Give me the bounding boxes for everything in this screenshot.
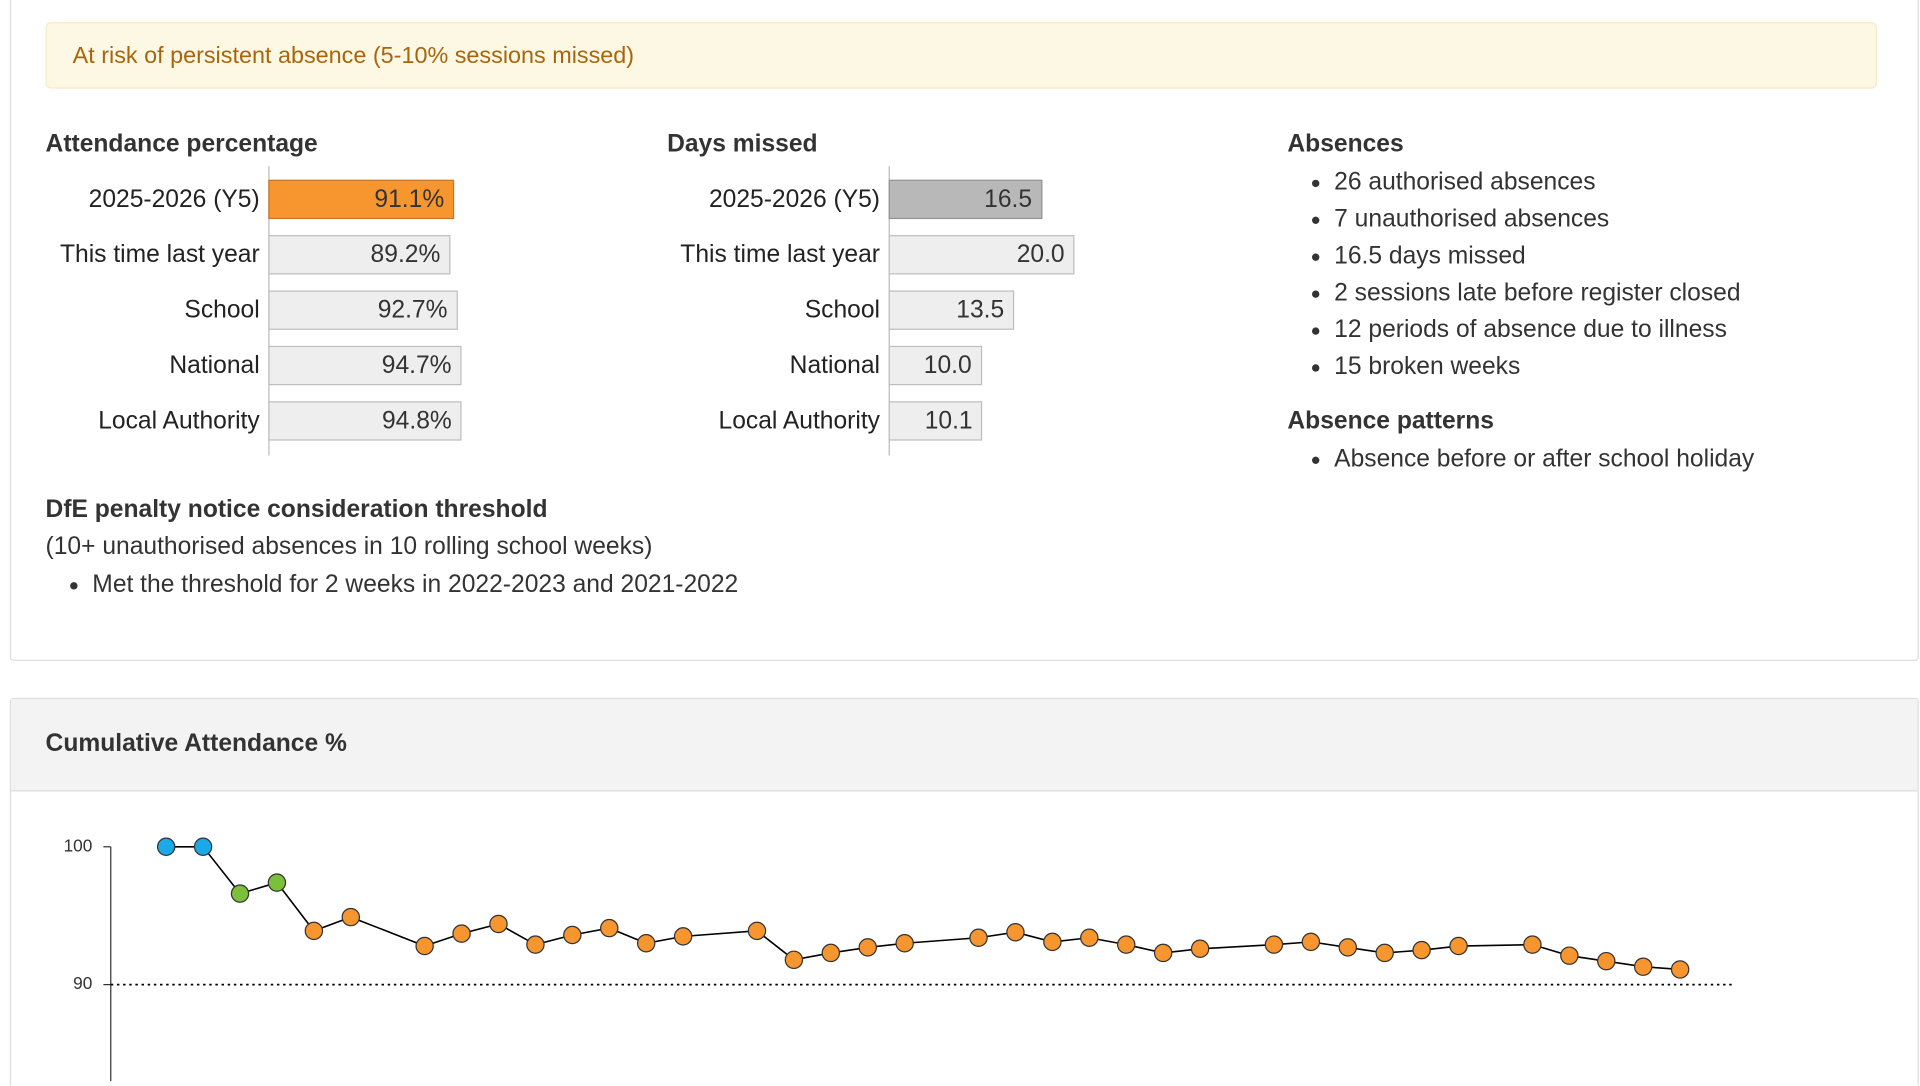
bar-label: National bbox=[789, 352, 881, 380]
point bbox=[747, 921, 767, 941]
section-title: Absence patterns bbox=[1287, 407, 1494, 435]
point bbox=[1375, 943, 1394, 963]
bar-label: 2025-2026 (Y5) bbox=[88, 185, 260, 213]
bar: 13.5 bbox=[888, 290, 1015, 330]
data-label: 13.5 bbox=[956, 296, 1005, 324]
point bbox=[1006, 923, 1025, 942]
section-subtitle: (10+ unauthorised absences in 10 rolling… bbox=[45, 532, 653, 561]
bar-label: Local Authority bbox=[98, 407, 260, 435]
bar-label: School bbox=[184, 296, 260, 324]
point bbox=[341, 907, 361, 927]
point bbox=[784, 950, 804, 970]
point bbox=[1190, 939, 1210, 959]
list-item: 2 sessions late before register closed bbox=[1287, 274, 1741, 311]
section-title: Absences bbox=[1287, 130, 1404, 158]
point bbox=[1117, 935, 1136, 954]
point bbox=[489, 914, 508, 934]
summary-card bbox=[9, 0, 1919, 661]
point bbox=[526, 935, 545, 954]
bar: 10.1 bbox=[888, 401, 983, 441]
bar: 92.7% bbox=[268, 290, 458, 330]
chart-title: Attendance percentage bbox=[45, 130, 318, 158]
data-label: 16.5 bbox=[984, 185, 1033, 213]
bar: 20.0 bbox=[888, 235, 1075, 275]
point bbox=[230, 884, 250, 903]
list-item: 7 unauthorised absences bbox=[1287, 201, 1740, 238]
bar: 10.0 bbox=[888, 345, 982, 386]
bar-label: Local Authority bbox=[718, 407, 881, 435]
absences-list: 26 authorised absences 7 unauthorised abs… bbox=[1287, 164, 1741, 386]
point bbox=[1264, 935, 1284, 954]
point bbox=[1080, 928, 1099, 947]
bar-label: This time last year bbox=[59, 241, 260, 269]
patterns-list: Absence before or after school holiday bbox=[1287, 441, 1754, 478]
data-label: 92.7% bbox=[377, 296, 448, 324]
point bbox=[1560, 946, 1579, 965]
point bbox=[304, 921, 324, 941]
bar-label: National bbox=[169, 352, 260, 380]
bar: 94.7% bbox=[268, 345, 462, 386]
point bbox=[415, 936, 434, 956]
data-label: 10.1 bbox=[924, 407, 973, 435]
data-label: 94.7% bbox=[381, 352, 452, 380]
chart-title: Cumulative Attendance % bbox=[45, 729, 347, 757]
point bbox=[1043, 932, 1062, 952]
bar: 16.5 bbox=[888, 179, 1042, 220]
list-item: Met the threshold for 2 weeks in 2022-20… bbox=[46, 566, 738, 603]
list-item: 15 broken weeks bbox=[1287, 348, 1740, 385]
list-item: Absence before or after school holiday bbox=[1287, 441, 1754, 478]
bar: 89.2% bbox=[268, 235, 451, 275]
point bbox=[1523, 935, 1542, 954]
y-tick-label: 90 bbox=[73, 973, 92, 993]
point bbox=[821, 943, 841, 963]
bar-label: 2025-2026 (Y5) bbox=[708, 185, 881, 213]
point bbox=[1670, 960, 1690, 979]
threshold-list: Met the threshold for 2 weeks in 2022-20… bbox=[46, 566, 738, 603]
bar: 91.1% bbox=[268, 179, 455, 220]
bar-label: This time last year bbox=[680, 241, 881, 269]
bar-label: School bbox=[804, 296, 881, 324]
risk-banner: At risk of persistent absence (5-10% ses… bbox=[45, 22, 1877, 89]
list-item: 12 periods of absence due to illness bbox=[1287, 311, 1740, 348]
point bbox=[636, 934, 656, 953]
point bbox=[1412, 940, 1431, 960]
point bbox=[1597, 951, 1616, 971]
chart-card bbox=[9, 697, 1919, 1086]
data-label: 89.2% bbox=[370, 241, 441, 269]
data-label: 10.0 bbox=[923, 352, 972, 380]
y-tick-label: 100 bbox=[64, 835, 93, 855]
point bbox=[1153, 943, 1173, 963]
section-title: DfE penalty notice consideration thresho… bbox=[45, 496, 548, 524]
list-item: 26 authorised absences bbox=[1287, 164, 1740, 201]
point bbox=[1449, 936, 1468, 956]
data-label: 20.0 bbox=[1016, 241, 1065, 269]
point bbox=[156, 837, 176, 857]
point bbox=[1338, 938, 1358, 957]
point bbox=[193, 837, 213, 857]
point bbox=[858, 938, 877, 957]
chart-title: Days missed bbox=[667, 130, 818, 158]
point bbox=[600, 918, 619, 938]
point bbox=[1301, 932, 1321, 952]
bar: 94.8% bbox=[268, 401, 462, 441]
point bbox=[969, 928, 988, 947]
point bbox=[267, 873, 287, 892]
point bbox=[1633, 957, 1653, 976]
point bbox=[563, 925, 582, 945]
data-label: 94.8% bbox=[381, 407, 452, 435]
point bbox=[673, 927, 693, 946]
data-label: 91.1% bbox=[374, 185, 445, 213]
list-item: 16.5 days missed bbox=[1287, 238, 1740, 275]
card-header bbox=[11, 699, 1918, 792]
point bbox=[895, 934, 914, 953]
point bbox=[452, 924, 471, 943]
